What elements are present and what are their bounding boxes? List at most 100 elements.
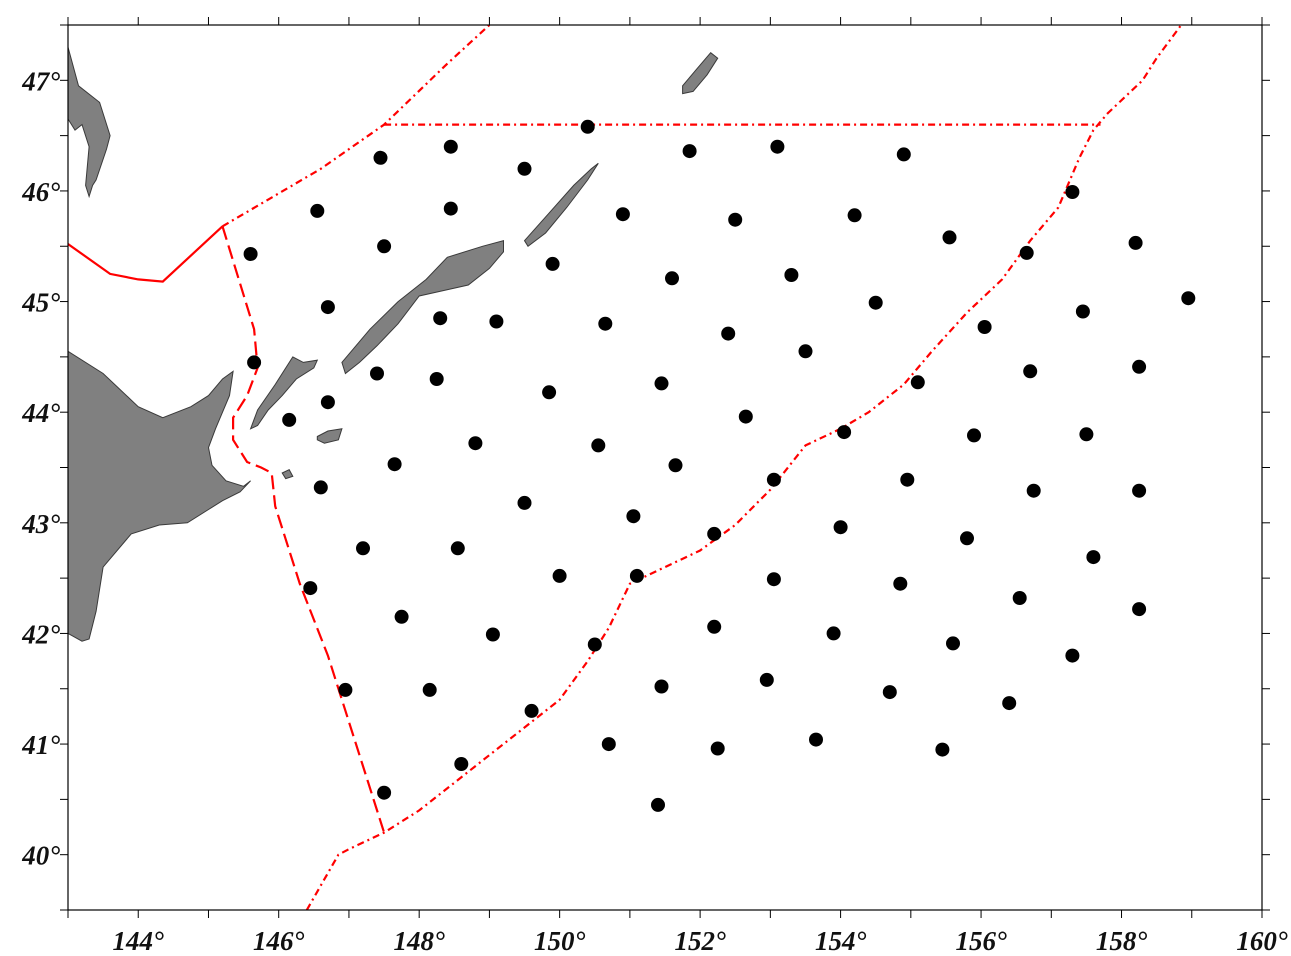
station-marker bbox=[321, 300, 335, 314]
lon-label: 148° bbox=[394, 926, 446, 956]
station-marker bbox=[848, 208, 862, 222]
station-marker bbox=[303, 581, 317, 595]
station-marker bbox=[553, 569, 567, 583]
tick-layer bbox=[60, 17, 1270, 918]
station-marker bbox=[967, 428, 981, 442]
station-marker bbox=[356, 541, 370, 555]
boundary-limit-western-land bbox=[68, 226, 223, 281]
boundary-limit-western bbox=[223, 226, 385, 832]
station-marker bbox=[486, 628, 500, 642]
station-marker bbox=[900, 473, 914, 487]
station-marker bbox=[377, 786, 391, 800]
station-marker bbox=[869, 296, 883, 310]
land-simushir bbox=[683, 53, 718, 94]
station-marker bbox=[602, 737, 616, 751]
map-frame bbox=[68, 25, 1262, 910]
station-marker bbox=[655, 680, 669, 694]
station-marker bbox=[960, 531, 974, 545]
station-marker bbox=[321, 395, 335, 409]
station-marker bbox=[1065, 649, 1079, 663]
station-marker bbox=[518, 162, 532, 176]
station-layer bbox=[244, 120, 1196, 812]
station-marker bbox=[760, 673, 774, 687]
station-marker bbox=[377, 239, 391, 253]
land-sakhalin-tip bbox=[68, 47, 110, 196]
station-marker bbox=[739, 410, 753, 424]
station-marker bbox=[911, 375, 925, 389]
lat-label: 41° bbox=[21, 730, 60, 760]
lon-label: 152° bbox=[674, 926, 726, 956]
lat-label: 42° bbox=[21, 619, 60, 649]
boundary-limit-northwest bbox=[223, 25, 490, 226]
station-marker bbox=[1132, 360, 1146, 374]
station-marker bbox=[546, 257, 560, 271]
station-marker bbox=[784, 268, 798, 282]
station-marker bbox=[616, 207, 630, 221]
station-marker bbox=[978, 320, 992, 334]
station-marker bbox=[310, 204, 324, 218]
station-marker bbox=[433, 311, 447, 325]
station-marker bbox=[588, 638, 602, 652]
station-marker bbox=[395, 610, 409, 624]
lon-label: 158° bbox=[1096, 926, 1148, 956]
station-marker bbox=[626, 509, 640, 523]
station-marker bbox=[1132, 484, 1146, 498]
station-marker bbox=[1002, 696, 1016, 710]
station-marker bbox=[1027, 484, 1041, 498]
station-marker bbox=[946, 636, 960, 650]
station-marker bbox=[314, 480, 328, 494]
station-marker bbox=[665, 271, 679, 285]
station-marker bbox=[518, 496, 532, 510]
lon-label: 150° bbox=[534, 926, 586, 956]
station-marker bbox=[338, 683, 352, 697]
station-marker bbox=[728, 213, 742, 227]
station-marker bbox=[770, 140, 784, 154]
station-marker bbox=[799, 344, 813, 358]
station-marker bbox=[711, 742, 725, 756]
station-marker bbox=[1086, 550, 1100, 564]
lat-label: 46° bbox=[21, 177, 60, 207]
station-marker bbox=[683, 144, 697, 158]
station-marker bbox=[598, 317, 612, 331]
land-iturup bbox=[342, 241, 504, 374]
station-marker bbox=[1065, 185, 1079, 199]
station-marker bbox=[707, 620, 721, 634]
station-marker bbox=[935, 743, 949, 757]
station-marker bbox=[444, 202, 458, 216]
land-urup bbox=[525, 163, 599, 246]
station-marker bbox=[430, 372, 444, 386]
lat-label: 45° bbox=[21, 288, 60, 318]
station-marker bbox=[837, 425, 851, 439]
station-marker bbox=[525, 704, 539, 718]
land-layer bbox=[68, 47, 718, 641]
station-marker bbox=[655, 376, 669, 390]
station-marker bbox=[282, 413, 296, 427]
station-marker bbox=[630, 569, 644, 583]
station-marker bbox=[834, 520, 848, 534]
station-marker bbox=[1076, 305, 1090, 319]
station-marker bbox=[721, 327, 735, 341]
label-layer: 144° 146° 148° 150° 152° 154° 156° 158° 160°47°4… bbox=[21, 66, 1288, 956]
station-marker bbox=[489, 315, 503, 329]
station-marker bbox=[244, 247, 258, 261]
station-marker bbox=[542, 385, 556, 399]
station-marker bbox=[897, 147, 911, 161]
station-marker bbox=[827, 626, 841, 640]
boundary-limit-southern bbox=[307, 25, 1181, 910]
station-marker bbox=[444, 140, 458, 154]
lat-label: 47° bbox=[21, 66, 60, 96]
station-marker bbox=[1079, 427, 1093, 441]
station-marker bbox=[468, 436, 482, 450]
station-marker bbox=[454, 757, 468, 771]
station-marker bbox=[423, 683, 437, 697]
station-marker bbox=[809, 733, 823, 747]
station-marker bbox=[1013, 591, 1027, 605]
lat-label: 44° bbox=[21, 398, 60, 428]
station-marker bbox=[767, 572, 781, 586]
station-marker bbox=[651, 798, 665, 812]
land-habomai bbox=[282, 470, 293, 479]
station-marker bbox=[581, 120, 595, 134]
lat-label: 43° bbox=[21, 509, 60, 539]
station-marker bbox=[707, 527, 721, 541]
